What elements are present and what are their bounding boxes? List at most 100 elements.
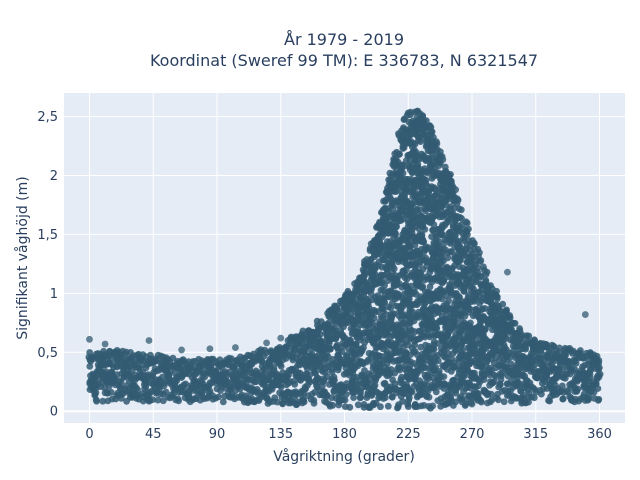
data-point	[465, 225, 472, 233]
outlier-point	[581, 311, 589, 318]
outlier-point	[145, 337, 153, 344]
data-point	[299, 327, 307, 335]
data-point	[346, 403, 354, 411]
data-point	[432, 388, 440, 396]
outlier-point	[263, 339, 270, 347]
data-point	[93, 397, 100, 405]
data-point	[316, 331, 324, 338]
outlier-point	[277, 334, 285, 342]
data-point	[499, 300, 507, 308]
y-tick-labels: 0 0,5 1 1,5 2 2,5	[37, 110, 58, 420]
data-point	[454, 196, 462, 204]
y-tick-label: 0	[50, 405, 58, 420]
data-point	[390, 265, 398, 273]
y-tick-label: 1	[50, 287, 58, 302]
data-point	[396, 150, 403, 158]
x-tick-labels: 0 45 90 135 180 225 270 315 360	[85, 427, 612, 442]
y-axis-title: Signifikant våghöjd (m)	[14, 176, 31, 339]
data-point	[174, 395, 182, 403]
y-tick-label: 2	[50, 169, 58, 184]
data-point	[463, 219, 471, 227]
data-point	[457, 206, 465, 214]
data-point	[439, 156, 447, 164]
data-point	[306, 378, 314, 386]
data-point	[470, 239, 478, 247]
data-point	[384, 402, 392, 410]
data-point	[474, 264, 482, 272]
data-point	[395, 362, 403, 370]
x-tick-label: 180	[332, 427, 357, 442]
x-tick-label: 0	[85, 427, 93, 442]
data-point	[594, 385, 602, 392]
data-point	[331, 324, 339, 332]
data-point	[500, 398, 508, 406]
data-point	[447, 177, 455, 185]
x-tick-label: 360	[587, 427, 612, 442]
data-point	[342, 391, 350, 398]
data-point	[574, 385, 582, 393]
data-point	[476, 249, 483, 256]
data-point	[223, 372, 230, 380]
data-point	[404, 403, 412, 410]
data-point	[394, 403, 402, 411]
data-point	[149, 396, 156, 404]
data-point	[293, 400, 301, 408]
data-point	[546, 397, 553, 405]
data-point	[107, 388, 115, 396]
data-point	[493, 295, 501, 303]
data-point	[595, 395, 603, 403]
data-point	[300, 397, 307, 404]
data-point	[215, 393, 223, 401]
data-point	[483, 268, 491, 276]
y-tick-label: 1,5	[37, 228, 58, 243]
data-point	[330, 377, 337, 385]
data-point	[559, 395, 567, 403]
data-point	[219, 398, 227, 406]
data-point	[435, 162, 443, 170]
x-tick-label: 135	[268, 427, 293, 442]
x-tick-label: 225	[396, 427, 421, 442]
outlier-point	[232, 344, 239, 351]
data-point	[421, 226, 429, 233]
data-point	[425, 393, 433, 401]
data-point	[313, 382, 320, 390]
x-tick-label: 270	[460, 427, 485, 442]
chart-title-line1: År 1979 - 2019	[284, 30, 404, 49]
y-tick-label: 2,5	[37, 110, 58, 125]
data-point	[311, 368, 319, 376]
data-point	[341, 396, 349, 404]
data-point	[495, 396, 502, 404]
data-point	[279, 400, 286, 408]
data-point	[169, 354, 177, 362]
outlier-point	[504, 268, 511, 276]
data-point	[99, 397, 107, 405]
chart-title-line2: Koordinat (Sweref 99 TM): E 336783, N 63…	[150, 51, 538, 70]
data-point	[258, 357, 266, 365]
data-point	[511, 319, 519, 327]
data-point	[329, 401, 337, 409]
outlier-point	[101, 340, 109, 348]
data-point	[468, 400, 476, 408]
data-point	[433, 138, 440, 146]
data-point	[327, 345, 334, 353]
data-point	[277, 383, 285, 391]
data-point	[182, 380, 190, 388]
data-point	[142, 383, 150, 390]
data-point	[595, 365, 603, 373]
data-point	[478, 398, 485, 406]
x-axis-title: Vågriktning (grader)	[273, 448, 415, 465]
outlier-point	[178, 346, 185, 354]
data-point	[154, 396, 162, 404]
data-point	[525, 332, 533, 340]
data-points	[85, 107, 604, 412]
data-point	[133, 384, 140, 392]
x-tick-label: 90	[209, 427, 226, 442]
data-point	[595, 357, 603, 364]
data-point	[428, 128, 436, 136]
outlier-point	[206, 345, 214, 353]
outlier-point	[86, 335, 93, 343]
data-point	[252, 378, 260, 386]
data-point	[201, 373, 209, 381]
data-point	[445, 297, 452, 305]
